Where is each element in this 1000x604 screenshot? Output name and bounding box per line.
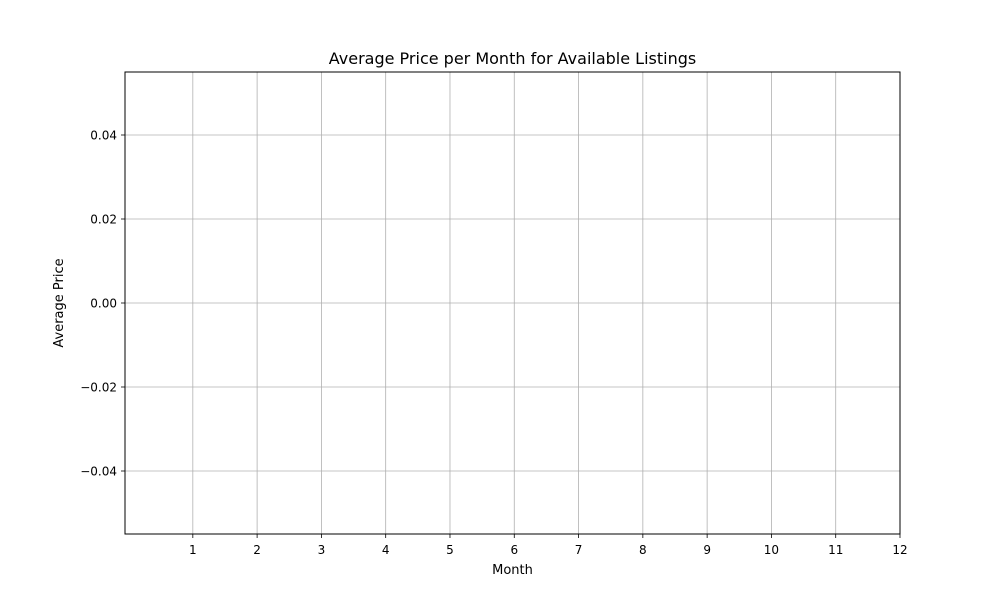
x-tick-label: 2 xyxy=(253,543,261,557)
y-tick-label: 0.00 xyxy=(90,297,117,311)
y-axis-ticks: 0.04 0.02 0.00 −0.02 −0.04 xyxy=(80,129,125,479)
x-tick-label: 9 xyxy=(703,543,711,557)
x-tick-label: 12 xyxy=(892,543,907,557)
x-tick-label: 10 xyxy=(764,543,779,557)
x-axis-label: Month xyxy=(492,563,533,578)
y-tick-label: 0.04 xyxy=(90,129,117,143)
x-tick-label: 11 xyxy=(828,543,843,557)
x-tick-label: 6 xyxy=(510,543,518,557)
y-tick-label: 0.02 xyxy=(90,213,117,227)
y-axis-label: Average Price xyxy=(52,258,67,347)
x-axis-ticks: 1 2 3 4 5 6 7 8 9 10 11 12 xyxy=(189,534,908,557)
y-tick-label: −0.02 xyxy=(80,381,117,395)
x-tick-label: 4 xyxy=(382,543,390,557)
x-tick-label: 3 xyxy=(318,543,326,557)
y-tick-label: −0.04 xyxy=(80,465,117,479)
chart-title: Average Price per Month for Available Li… xyxy=(329,49,696,68)
x-tick-label: 1 xyxy=(189,543,197,557)
x-tick-label: 5 xyxy=(446,543,454,557)
x-tick-label: 7 xyxy=(575,543,583,557)
plot-area xyxy=(124,71,901,535)
grid-lines xyxy=(125,72,901,534)
x-tick-label: 8 xyxy=(639,543,647,557)
